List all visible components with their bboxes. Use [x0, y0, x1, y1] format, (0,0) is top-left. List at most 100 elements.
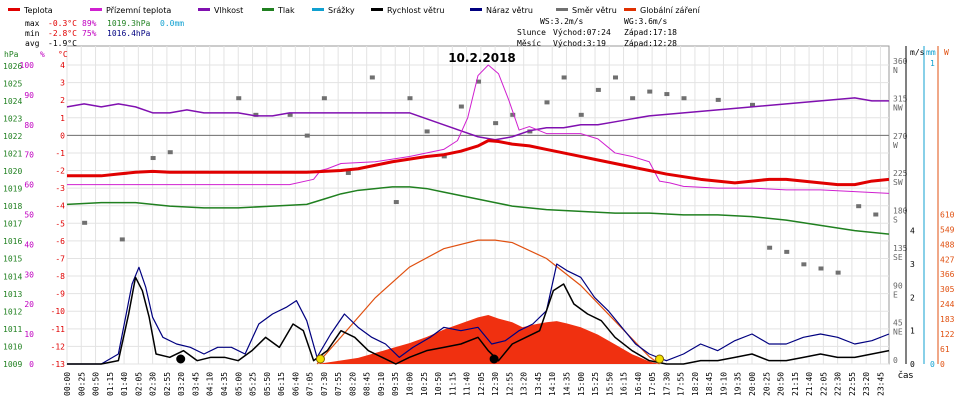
hum-tick-label: 80	[24, 121, 34, 130]
x-tick-label: 02:05	[134, 372, 143, 396]
wind-dir-mark	[150, 156, 156, 161]
hum-tick-label: 40	[24, 240, 34, 249]
x-tick-label: 09:35	[391, 372, 400, 396]
x-tick-label: 00:50	[92, 372, 101, 396]
x-tick-label: 01:15	[106, 372, 115, 396]
x-tick-label: 21:40	[805, 372, 814, 396]
temp-tick-label: 3	[60, 79, 65, 88]
wind-axis-title: m/s	[910, 48, 925, 57]
wind-dir-mark	[407, 96, 413, 101]
temp-tick-label: -12	[51, 342, 66, 351]
dir-tick-label: 0	[893, 356, 898, 365]
x-tick-label: 19:35	[734, 372, 743, 396]
info-sun-set: Západ:17:18	[624, 28, 677, 37]
legend-swatch	[262, 8, 274, 11]
wind-dir-mark	[82, 220, 88, 225]
hpa-tick-label: 1013	[3, 290, 22, 299]
hpa-tick-label: 1021	[3, 149, 22, 158]
temp-tick-label: -1	[55, 149, 65, 158]
x-tick-label: 10:50	[434, 372, 443, 396]
dir-tick-compass: S	[893, 216, 898, 225]
rad-tick-label: 427	[940, 255, 955, 264]
wind-dir-mark	[630, 96, 636, 101]
info-moon-label: Měsíc	[517, 39, 541, 48]
rad-tick-label: 549	[940, 225, 955, 234]
hpa-tick-label: 1026	[3, 62, 22, 71]
x-tick-label: 07:30	[320, 372, 329, 396]
hpa-tick-label: 1020	[3, 167, 22, 176]
stats-max-rain: 0.0mm	[160, 19, 184, 28]
hpa-tick-label: 1014	[3, 272, 22, 281]
legend-label: Náraz větru	[486, 6, 533, 15]
legend-label: Tlak	[277, 6, 295, 15]
wind-dir-mark	[561, 75, 567, 80]
temp-tick-label: -5	[55, 219, 65, 228]
wind-tick-label: 3	[910, 260, 915, 269]
rad-tick-label: 305	[940, 285, 955, 294]
legend-swatch	[371, 8, 383, 11]
x-tick-label: 00:00	[63, 372, 72, 396]
x-tick-label: 04:10	[206, 372, 215, 396]
x-tick-label: 22:05	[819, 372, 828, 396]
x-tick-label: 10:00	[406, 372, 415, 396]
hpa-tick-label: 1024	[3, 97, 22, 106]
wind-dir-mark	[304, 133, 310, 138]
x-tick-label: 12:05	[477, 372, 486, 396]
hpa-tick-label: 1010	[3, 342, 22, 351]
hpa-tick-label: 1022	[3, 132, 22, 141]
wind-dir-mark	[613, 75, 618, 80]
dir-tick-compass: N	[893, 66, 898, 75]
temp-tick-label: 0	[60, 131, 65, 140]
wind-dir-mark	[873, 212, 879, 217]
stats-max-label: max	[25, 19, 40, 28]
x-tick-label: 03:20	[177, 372, 186, 396]
wind-dir-mark	[119, 237, 125, 242]
dir-tick-compass: W	[893, 141, 898, 150]
hpa-tick-label: 1009	[3, 360, 22, 369]
rad-tick-label: 61	[940, 345, 950, 354]
x-tick-label: 18:20	[691, 372, 700, 396]
wind-tick-label: 0	[910, 360, 915, 369]
rad-tick-label: 366	[940, 270, 955, 279]
hpa-tick-label: 1012	[3, 307, 22, 316]
legend-swatch	[556, 8, 568, 11]
legend-label: Srážky	[328, 6, 355, 15]
x-tick-label: 11:15	[448, 372, 457, 396]
ground-temperature-line	[67, 64, 890, 194]
dir-tick-label: 270	[893, 132, 908, 141]
x-tick-label: 03:45	[191, 372, 200, 396]
x-tick-label: 22:55	[848, 372, 857, 396]
x-tick-label: 17:05	[648, 372, 657, 396]
temp-tick-label: -6	[55, 237, 65, 246]
temp-tick-label: 2	[60, 96, 65, 105]
hum-tick-label: 70	[24, 151, 34, 160]
x-tick-label: 07:55	[334, 372, 343, 396]
x-tick-label: 13:20	[520, 372, 529, 396]
hpa-tick-label: 1011	[3, 325, 22, 334]
dir-tick-label: 180	[893, 207, 908, 216]
wind-dir-mark	[595, 87, 601, 92]
stats-min-press: 1016.4hPa	[107, 29, 151, 38]
rad-tick-label: 183	[940, 315, 955, 324]
x-tick-label: 14:10	[548, 372, 557, 396]
x-tick-label: 23:45	[876, 372, 885, 396]
legend-label: Teplota	[23, 6, 53, 15]
hpa-tick-label: 1015	[3, 255, 22, 264]
legend-label: Přízemní teplota	[106, 6, 171, 15]
x-tick-label: 17:30	[662, 372, 671, 396]
x-tick-label: 23:20	[862, 372, 871, 396]
temperature-line	[67, 139, 890, 187]
x-tick-label: 15:50	[605, 372, 614, 396]
x-tick-label: 15:25	[591, 372, 600, 396]
wind-dir-mark	[369, 75, 375, 80]
temp-tick-label: -10	[51, 307, 66, 316]
wind-dir-mark	[715, 97, 721, 102]
x-tick-label: 11:40	[463, 372, 472, 396]
hum-tick-label: 30	[24, 270, 34, 279]
x-tick-label: 12:30	[491, 372, 500, 396]
temp-tick-label: -7	[55, 254, 65, 263]
info-wg: WG:3.6m/s	[624, 17, 668, 26]
chart-title: 10.2.2018	[448, 51, 516, 65]
x-tick-label: 20:00	[748, 372, 757, 396]
